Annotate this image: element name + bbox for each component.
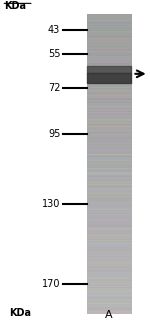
Text: 43: 43 [48,25,60,35]
Text: KDa: KDa [4,1,26,11]
Text: 130: 130 [42,199,60,209]
Text: 72: 72 [48,83,60,93]
Text: 95: 95 [48,129,60,139]
Text: 55: 55 [48,49,60,59]
Text: A: A [105,310,113,320]
Text: KDa: KDa [9,308,31,318]
Text: 170: 170 [42,279,60,289]
